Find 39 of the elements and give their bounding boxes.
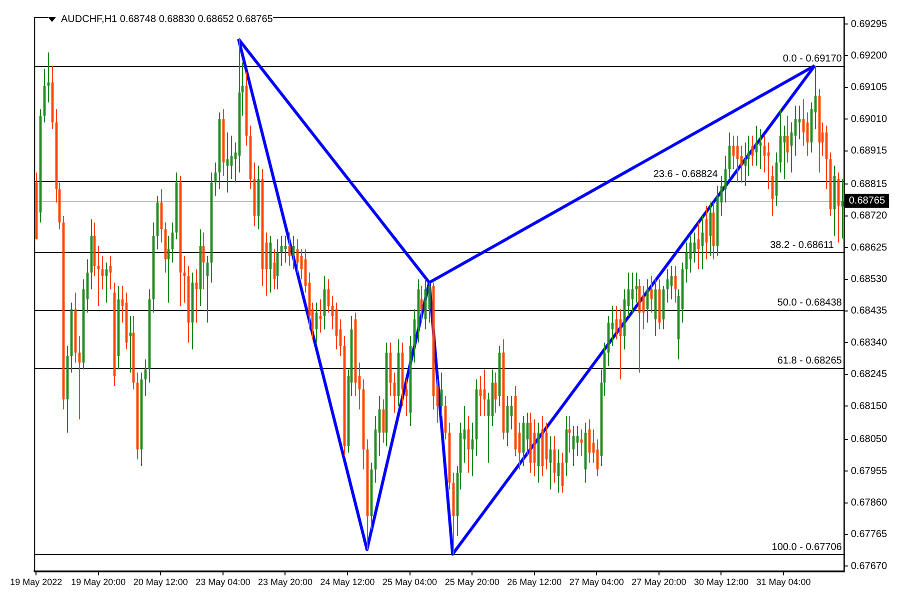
y-tick-label: 0.67765 xyxy=(850,529,888,540)
x-tick-label: 30 May 12:00 xyxy=(694,577,748,588)
y-tick-label: 0.69105 xyxy=(850,82,888,94)
ref-line-label: 0.68765 xyxy=(848,196,886,207)
y-tick-label: 0.67955 xyxy=(850,466,888,477)
x-tick-label: 23 May 20:00 xyxy=(258,577,312,588)
x-tick-label: 19 May 20:00 xyxy=(71,577,126,588)
y-tick-label: 0.68720 xyxy=(850,210,888,222)
annotation: 100.0 - 0.67706 xyxy=(772,542,842,553)
x-tick-label: 27 May 04:00 xyxy=(569,577,624,588)
annotation: 61.8 - 0.68265 xyxy=(777,355,842,366)
y-tick-label: 0.68050 xyxy=(850,434,888,446)
annotation: 50.0 - 0.68438 xyxy=(777,298,842,309)
x-tick-label: 26 May 12:00 xyxy=(507,577,562,588)
y-tick-label: 0.69200 xyxy=(850,50,888,62)
x-tick-label: 19 May 2022 xyxy=(10,577,62,588)
y-tick-label: 0.68340 xyxy=(850,337,888,348)
chart-title: AUDCHF,H1 0.68748 0.68830 0.68652 0.68765 xyxy=(61,14,273,25)
y-tick-label: 0.68435 xyxy=(850,306,888,317)
x-tick-label: 25 May 20:00 xyxy=(444,577,500,588)
x-tick-label: 25 May 04:00 xyxy=(382,577,438,588)
x-tick-label: 20 May 12:00 xyxy=(133,577,188,588)
y-tick-label: 0.69295 xyxy=(850,18,888,30)
y-tick-label: 0.68245 xyxy=(850,369,888,380)
annotation: 23.6 - 0.68824 xyxy=(653,168,718,180)
annotation: 0.0 - 0.69170 xyxy=(782,53,842,64)
y-tick-label: 0.68915 xyxy=(850,146,888,157)
x-tick-label: 27 May 20:00 xyxy=(632,577,686,588)
x-tick-label: 23 May 04:00 xyxy=(196,577,250,588)
x-tick-label: 24 May 12:00 xyxy=(320,577,375,588)
y-tick-label: 0.68625 xyxy=(850,242,888,254)
x-tick-label: 31 May 04:00 xyxy=(756,577,811,588)
y-tick-label: 0.67670 xyxy=(850,560,888,572)
y-tick-label: 0.69010 xyxy=(850,114,888,125)
y-tick-label: 0.68150 xyxy=(850,400,888,412)
y-tick-label: 0.67860 xyxy=(850,498,888,509)
y-tick-label: 0.68815 xyxy=(850,178,888,190)
y-tick-label: 0.68530 xyxy=(850,274,888,285)
annotation: 38.2 - 0.68611 xyxy=(770,240,834,251)
